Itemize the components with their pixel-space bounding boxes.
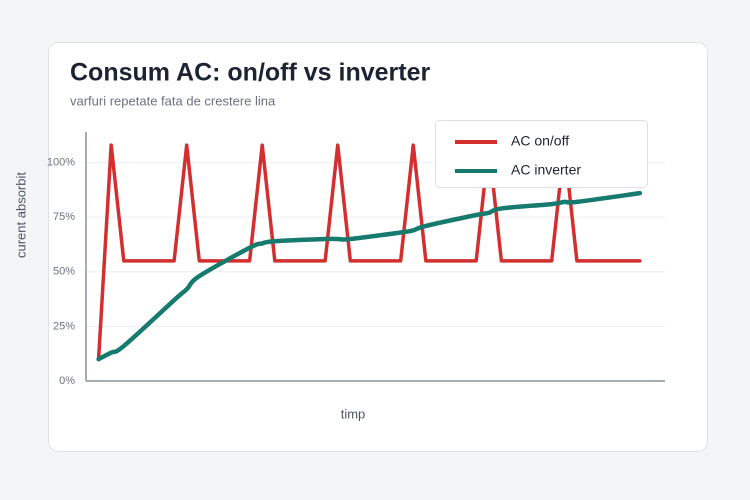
x-axis-label: timp [341, 406, 366, 421]
y-tick-label: 75% [53, 211, 75, 223]
y-tick-label: 50% [53, 266, 75, 278]
y-tick-label: 100% [47, 156, 75, 168]
legend-label: AC on/off [511, 133, 569, 149]
legend-label: AC inverter [511, 162, 581, 178]
chart-subtitle: varfuri repetate fata de crestere lina [70, 93, 276, 108]
y-tick-label: 25% [53, 320, 75, 332]
data-line [96, 143, 642, 361]
y-tick-label: 0% [59, 375, 75, 387]
y-axis-label: curent absorbit [13, 172, 28, 258]
chart-title: Consum AC: on/off vs inverter [70, 59, 430, 87]
data-line [96, 190, 643, 362]
